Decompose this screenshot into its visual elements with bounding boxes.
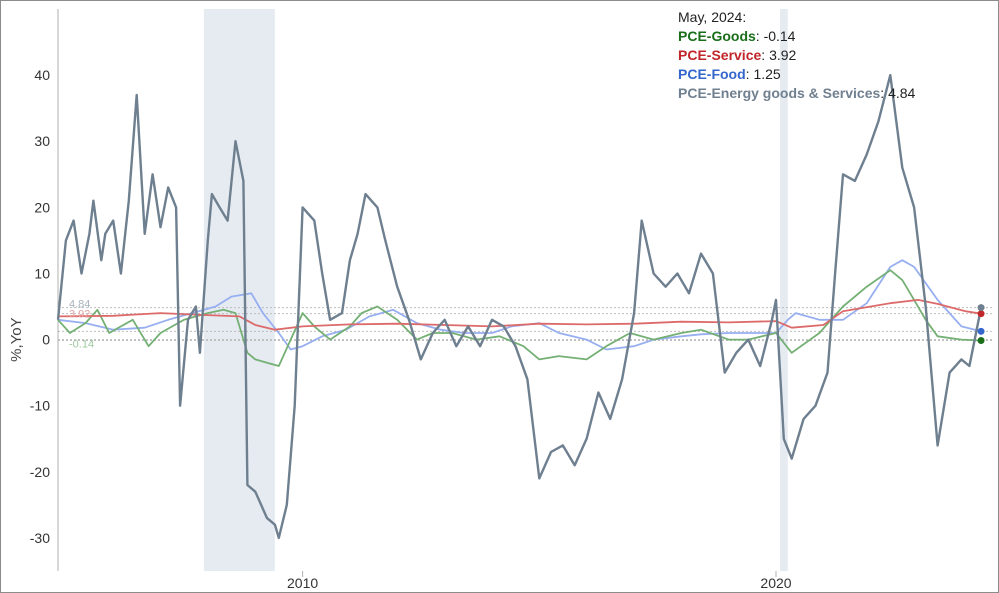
y-tick-label: 40 bbox=[34, 67, 50, 83]
y-tick-label: 20 bbox=[34, 199, 50, 215]
series-lines bbox=[56, 73, 983, 540]
legend-name: PCE-Goods bbox=[678, 28, 756, 44]
recession-band bbox=[203, 9, 275, 571]
legend-value: 1.25 bbox=[753, 66, 781, 82]
legend-name: PCE-Food bbox=[678, 66, 746, 82]
legend-value: 3.92 bbox=[769, 47, 797, 63]
legend-date: May, 2024: bbox=[678, 9, 747, 25]
y-tick-label: -20 bbox=[30, 464, 50, 480]
recession-band bbox=[780, 9, 788, 571]
y-tick-label: -10 bbox=[30, 398, 50, 414]
x-axis-ticks: 2010 2020 bbox=[287, 571, 792, 591]
end-dot bbox=[977, 337, 985, 345]
y-tick-label: 10 bbox=[34, 265, 50, 281]
y-axis-ticks: -30 -20 -10 0 10 20 30 40 bbox=[30, 67, 50, 546]
legend-name: PCE-Energy goods & Services bbox=[678, 85, 881, 101]
legend-entry-food: PCE-Food: 1.25 bbox=[678, 66, 781, 82]
legend-entry-goods: PCE-Goods: -0.14 bbox=[678, 28, 796, 44]
end-value-label: -0.14 bbox=[69, 339, 94, 351]
chart-legend: May, 2024: PCE-Goods: -0.14 PCE-Service:… bbox=[678, 8, 915, 103]
end-dots bbox=[977, 304, 985, 345]
end-value-label: 3.92 bbox=[69, 309, 90, 321]
legend-value: -0.14 bbox=[763, 28, 796, 44]
end-dot bbox=[977, 327, 985, 335]
legend-value: 4.84 bbox=[888, 85, 916, 101]
y-tick-label: 30 bbox=[34, 133, 50, 149]
y-tick-label: -30 bbox=[30, 530, 50, 546]
legend-name: PCE-Service bbox=[678, 47, 762, 63]
legend-entry-energy: PCE-Energy goods & Services: 4.84 bbox=[678, 85, 916, 101]
end-value-label: 4.84 bbox=[69, 299, 90, 311]
series-line-pce-energy-goods-services bbox=[56, 73, 983, 540]
end-dot bbox=[977, 304, 985, 312]
end-dot bbox=[977, 310, 985, 318]
x-tick-label: 2020 bbox=[760, 575, 791, 591]
y-tick-label: 0 bbox=[42, 332, 50, 348]
x-tick-label: 2010 bbox=[287, 575, 318, 591]
legend-entry-service: PCE-Service: 3.92 bbox=[678, 47, 797, 63]
recession-bands bbox=[203, 9, 788, 571]
y-axis-title: %,YoY bbox=[8, 317, 25, 361]
series-line-pce-food bbox=[57, 259, 982, 351]
end-value-labels: 4.843.92 -0.14 bbox=[69, 299, 94, 351]
